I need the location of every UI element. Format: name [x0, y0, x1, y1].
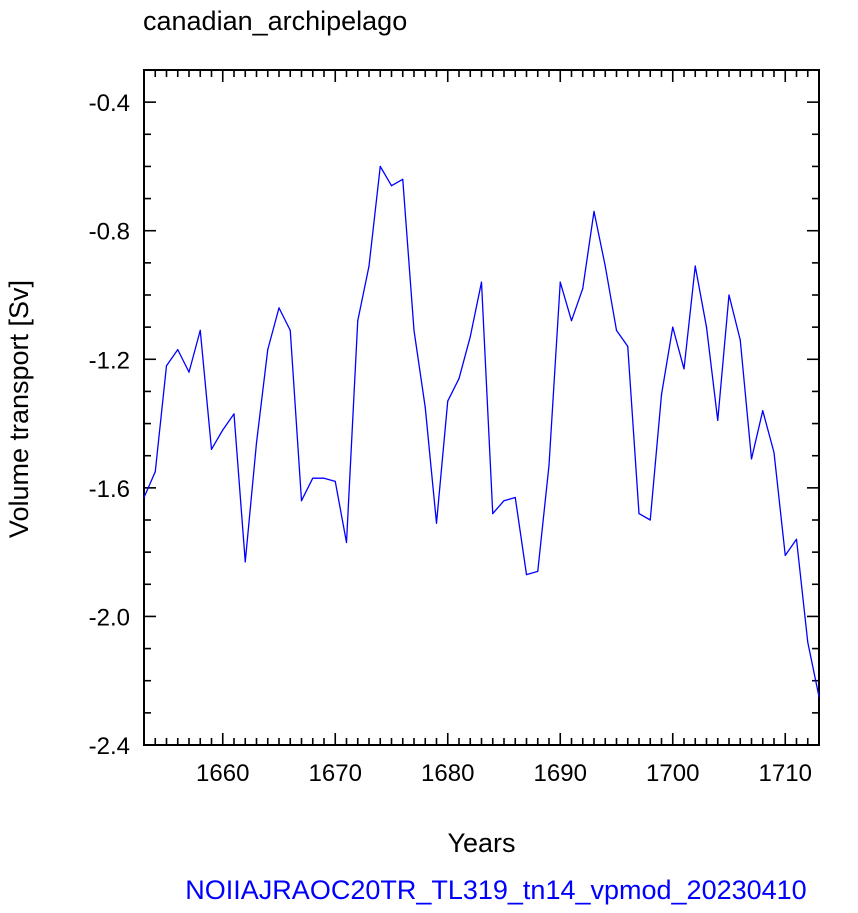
- data-point: [244, 561, 246, 563]
- data-point: [255, 442, 258, 444]
- series-line: [143, 165, 820, 697]
- x-tick-label: 1710: [759, 760, 812, 787]
- x-tick-label: 1660: [196, 760, 249, 787]
- data-point: [222, 429, 224, 431]
- data-point: [683, 368, 685, 370]
- data-point: [233, 413, 235, 415]
- data-point: [548, 464, 550, 466]
- data-point: [210, 448, 213, 450]
- chart-title: canadian_archipelago: [143, 6, 407, 36]
- data-point: [570, 320, 573, 322]
- data-point: [357, 320, 359, 322]
- data-point: [525, 574, 528, 576]
- data-point: [615, 329, 618, 331]
- y-tick-label: -2.0: [89, 604, 130, 631]
- data-point: [154, 471, 156, 473]
- data-point: [334, 480, 336, 483]
- plot-area: 1660 1670 1680 1690 1700 1710 -0.4 -0.8 -1.2 -1.6…: [89, 69, 820, 787]
- data-point: [672, 326, 674, 328]
- data-point: [312, 477, 314, 479]
- data-point: [188, 371, 190, 373]
- x-tick-label: 1690: [534, 760, 587, 787]
- data-point: [267, 349, 269, 351]
- data-point: [289, 329, 291, 331]
- data-point: [177, 349, 179, 351]
- data-point: [143, 496, 145, 499]
- data-point: [604, 265, 606, 267]
- data-point: [694, 265, 696, 267]
- data-point: [368, 265, 370, 267]
- data-point: [705, 326, 708, 328]
- data-point: [649, 519, 651, 521]
- x-tick-label: 1700: [646, 760, 699, 787]
- data-point: [503, 500, 505, 502]
- data-point: [818, 696, 820, 698]
- data-point: [323, 477, 325, 479]
- data-point: [660, 394, 663, 396]
- data-point: [638, 512, 640, 515]
- data-point: [762, 410, 764, 412]
- data-point: [492, 512, 494, 515]
- data-point: [784, 554, 786, 556]
- data-point: [413, 329, 415, 331]
- data-point: [379, 165, 381, 168]
- y-axis-label: Volume transport [Sv]: [4, 280, 34, 538]
- data-point: [773, 451, 775, 454]
- data-point: [807, 641, 809, 643]
- x-axis-label: Years: [447, 828, 515, 858]
- data-point: [469, 336, 471, 338]
- data-point: [278, 307, 280, 309]
- data-point: [514, 496, 516, 499]
- y-tick-label: -0.4: [89, 90, 130, 117]
- data-point: [435, 522, 438, 524]
- data-point: [559, 281, 561, 283]
- data-point: [199, 329, 201, 331]
- data-point: [447, 400, 449, 402]
- x-tick-label: 1670: [309, 760, 362, 787]
- data-point: [627, 345, 629, 348]
- data-point: [345, 541, 348, 544]
- data-point: [165, 365, 168, 367]
- data-point: [537, 570, 539, 573]
- footer-run-id: NOIIAJRAOC20TR_TL319_tn14_vpmod_20230410: [185, 875, 806, 905]
- y-tick-label: -1.2: [89, 347, 130, 374]
- data-point: [458, 377, 460, 380]
- data-point: [424, 406, 426, 409]
- data-point: [300, 500, 303, 502]
- y-tick-label: -0.8: [89, 219, 130, 246]
- data-point: [739, 339, 741, 341]
- y-tick-label: -1.6: [89, 476, 130, 503]
- y-tick-label: -2.4: [89, 733, 130, 760]
- data-point: [593, 210, 595, 213]
- data-point: [717, 419, 719, 421]
- data-point: [480, 281, 483, 283]
- plot-frame: [143, 69, 820, 746]
- data-point: [750, 458, 753, 460]
- data-point: [402, 178, 404, 180]
- data-point: [728, 294, 730, 296]
- data-point: [582, 287, 584, 290]
- x-tick-label: 1680: [421, 760, 474, 787]
- data-point: [390, 185, 393, 187]
- data-point: [795, 538, 798, 540]
